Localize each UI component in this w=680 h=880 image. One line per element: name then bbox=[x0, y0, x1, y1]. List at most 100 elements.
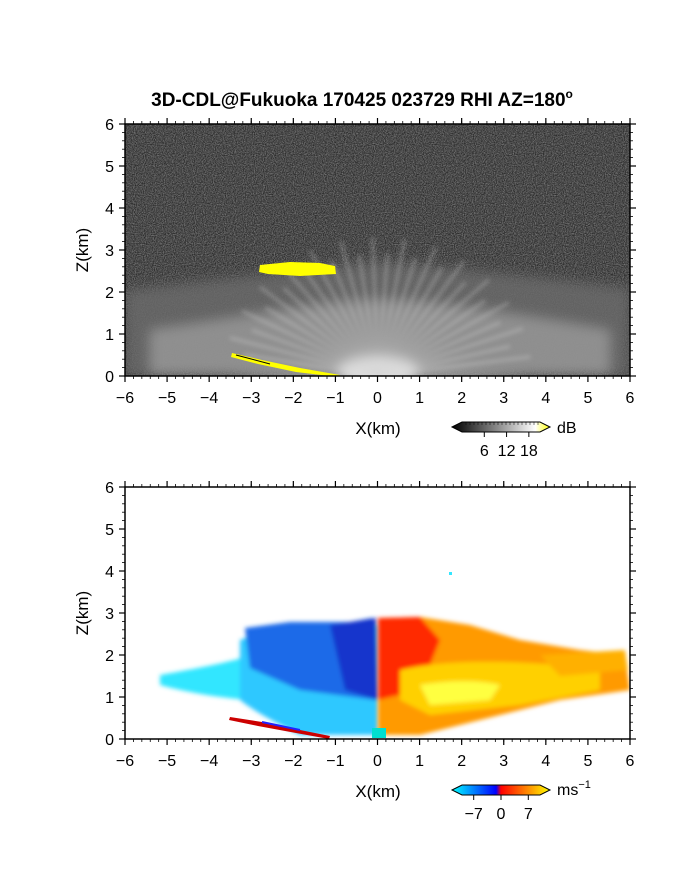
beam-ray bbox=[377, 278, 490, 376]
x-tick-label: −1 bbox=[326, 753, 344, 770]
beam-ray bbox=[264, 306, 379, 376]
y-tick-label: 6 bbox=[105, 117, 114, 134]
y-tick-label: 0 bbox=[105, 369, 114, 386]
velocity-colorbar-unit: ms−1 bbox=[557, 779, 591, 799]
beam-ray bbox=[259, 285, 379, 376]
reflectivity-axes: −6 −5 −4 −3 −2 −1 0 1 2 3 4 5 6 0 1 2 3 4 5 6 bbox=[105, 117, 636, 407]
reflectivity-xlabel: X(km) bbox=[355, 419, 400, 438]
velocity-low-line bbox=[229, 717, 330, 739]
x-tick-label: −5 bbox=[158, 390, 176, 407]
beam-ray bbox=[330, 260, 380, 376]
velocity-colorbar-scale bbox=[450, 784, 552, 796]
velocity-negative-region bbox=[160, 618, 378, 735]
beam-ray bbox=[376, 246, 438, 376]
y-tick-label: 3 bbox=[105, 606, 114, 623]
colorbar-tick-label: 7 bbox=[524, 806, 533, 823]
x-tick-label: 2 bbox=[457, 390, 466, 407]
velocity-positive-region bbox=[378, 617, 630, 735]
beam-ray bbox=[304, 271, 380, 376]
beam-ray bbox=[377, 301, 510, 376]
x-tick-label: 3 bbox=[499, 753, 508, 770]
x-tick-label: 1 bbox=[415, 753, 424, 770]
low-echo-line bbox=[231, 353, 340, 376]
x-tick-label: −2 bbox=[284, 753, 302, 770]
x-tick-label: −4 bbox=[200, 390, 218, 407]
y-tick-label: 1 bbox=[105, 327, 114, 344]
y-tick-label: 0 bbox=[105, 732, 114, 749]
beam-ray bbox=[376, 260, 466, 376]
beam-ray bbox=[241, 309, 379, 376]
beam-ray bbox=[377, 299, 487, 376]
x-tick-label: 2 bbox=[457, 753, 466, 770]
x-tick-label: 4 bbox=[541, 390, 550, 407]
colorbar-tick-label: 6 bbox=[480, 443, 489, 460]
beam-ray bbox=[376, 253, 389, 376]
beam-ray bbox=[229, 336, 379, 376]
x-tick-label: 6 bbox=[626, 390, 635, 407]
velocity-axes: −6 −5 −4 −3 −2 −1 0 1 2 3 4 5 6 0 1 2 3 4 5 6 bbox=[105, 480, 636, 770]
x-tick-label: −2 bbox=[284, 390, 302, 407]
beam-ray bbox=[243, 353, 379, 376]
x-tick-label: 5 bbox=[583, 753, 592, 770]
y-tick-label: 4 bbox=[105, 564, 114, 581]
beam-ray bbox=[251, 328, 379, 376]
x-tick-label: 4 bbox=[541, 753, 550, 770]
x-tick-label: −4 bbox=[200, 753, 218, 770]
beam-ray bbox=[282, 265, 380, 376]
colorbar-tick-label: 18 bbox=[520, 443, 538, 460]
x-tick-label: 3 bbox=[499, 390, 508, 407]
velocity-ylabel: Z(km) bbox=[73, 591, 92, 635]
strong-echo-band bbox=[259, 262, 336, 276]
velocity-field bbox=[160, 572, 630, 739]
reflectivity-colorbar-unit: dB bbox=[557, 420, 577, 437]
x-tick-label: −3 bbox=[242, 390, 260, 407]
velocity-colorbar-ticks: −7 0 7 bbox=[465, 795, 533, 823]
beam-ray bbox=[339, 241, 380, 376]
velocity-panel: −6 −5 −4 −3 −2 −1 0 1 2 3 4 5 6 0 1 2 3 4 5 6 X(km) Z(km) −… bbox=[73, 480, 636, 823]
reflectivity-colorbar: 6 12 18 dB bbox=[450, 420, 577, 460]
velocity-colorbar: −7 0 7 ms−1 bbox=[450, 779, 591, 823]
beam-ray bbox=[377, 344, 511, 376]
x-tick-label: 0 bbox=[373, 753, 382, 770]
y-tick-label: 1 bbox=[105, 690, 114, 707]
reflectivity-colorbar-ticks: 6 12 18 bbox=[465, 422, 539, 460]
y-tick-label: 5 bbox=[105, 159, 114, 176]
y-tick-label: 2 bbox=[105, 648, 114, 665]
reflectivity-ylabel: Z(km) bbox=[73, 228, 92, 272]
velocity-isolated-echo bbox=[449, 572, 452, 575]
y-tick-label: 2 bbox=[105, 285, 114, 302]
beam-ray bbox=[377, 355, 531, 376]
beam-ray bbox=[371, 237, 380, 376]
y-tick-label: 5 bbox=[105, 522, 114, 539]
velocity-xlabel: X(km) bbox=[355, 782, 400, 801]
x-tick-label: 5 bbox=[583, 390, 592, 407]
y-tick-label: 4 bbox=[105, 201, 114, 218]
velocity-radar-point bbox=[372, 728, 386, 738]
beam-ray bbox=[282, 286, 380, 376]
beam-ray bbox=[376, 281, 467, 376]
x-tick-label: −1 bbox=[326, 390, 344, 407]
x-tick-label: −5 bbox=[158, 753, 176, 770]
beam-ray bbox=[376, 257, 417, 376]
x-tick-label: −3 bbox=[242, 753, 260, 770]
x-tick-label: 6 bbox=[626, 753, 635, 770]
beam-ray bbox=[377, 327, 524, 376]
beam-ray bbox=[376, 239, 407, 376]
x-tick-label: −6 bbox=[116, 753, 134, 770]
reflectivity-beams bbox=[229, 237, 531, 376]
colorbar-tick-label: 0 bbox=[497, 806, 506, 823]
y-tick-label: 6 bbox=[105, 480, 114, 497]
colorbar-tick-label: 12 bbox=[498, 443, 516, 460]
chart-title: 3D-CDL@Fukuoka 170425 023729 RHI AZ=180o bbox=[151, 87, 573, 111]
colorbar-tick-label: −7 bbox=[465, 806, 483, 823]
reflectivity-field bbox=[125, 124, 630, 376]
x-tick-label: 1 bbox=[415, 390, 424, 407]
x-tick-label: −6 bbox=[116, 390, 134, 407]
x-tick-label: 0 bbox=[373, 390, 382, 407]
beam-ray bbox=[377, 320, 501, 376]
beam-ray bbox=[376, 267, 444, 376]
y-tick-label: 3 bbox=[105, 243, 114, 260]
reflectivity-colorbar-scale bbox=[450, 421, 552, 433]
